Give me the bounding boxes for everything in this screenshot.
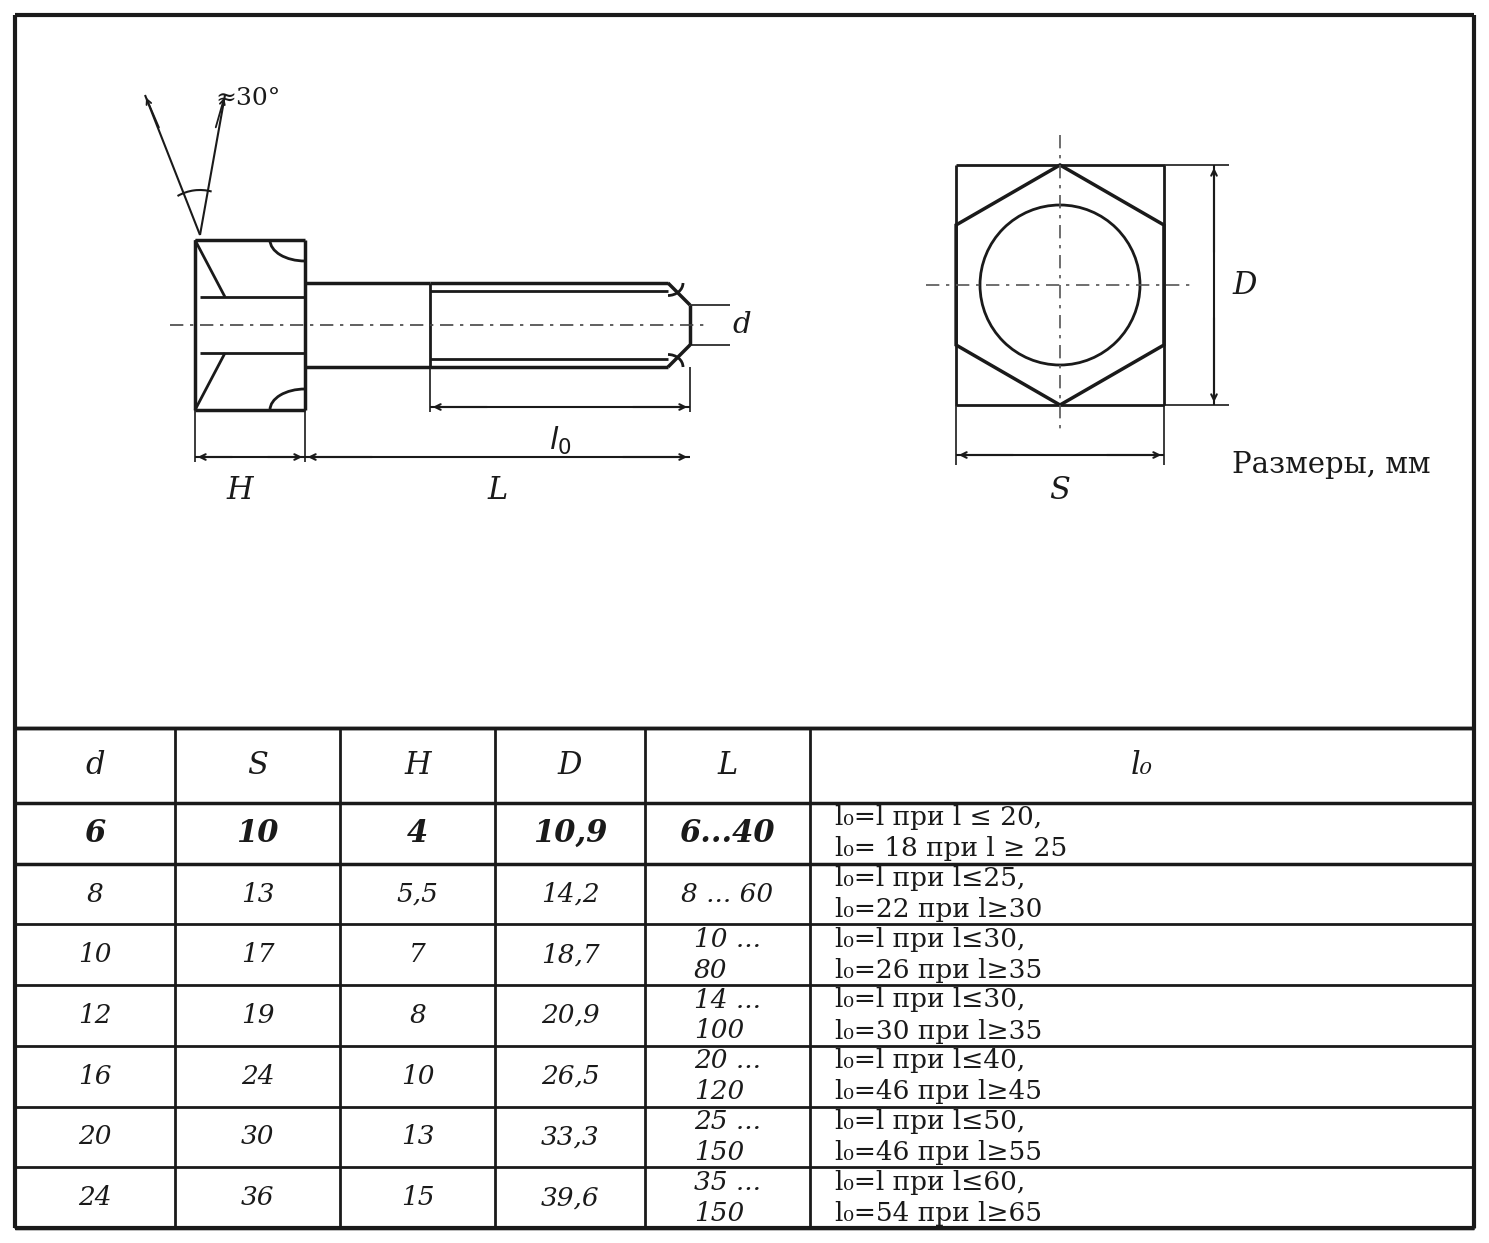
Text: 36: 36 xyxy=(241,1185,274,1211)
Text: l₀=l при l≤30,
l₀=30 при l≥35: l₀=l при l≤30, l₀=30 при l≥35 xyxy=(835,987,1042,1044)
Text: l₀=l при l≤60,
l₀=54 при l≥65: l₀=l при l≤60, l₀=54 при l≥65 xyxy=(835,1170,1042,1226)
Text: l₀=l при l≤40,
l₀=46 при l≥45: l₀=l при l≤40, l₀=46 при l≥45 xyxy=(835,1048,1042,1104)
Text: 5,5: 5,5 xyxy=(396,881,438,906)
Text: 6...40: 6...40 xyxy=(679,818,776,849)
Text: 30: 30 xyxy=(241,1125,274,1150)
Text: 8: 8 xyxy=(409,1003,426,1028)
Text: 35 ...
150: 35 ... 150 xyxy=(694,1170,761,1226)
Text: 25 ...
150: 25 ... 150 xyxy=(694,1109,761,1165)
Text: 8 ... 60: 8 ... 60 xyxy=(682,881,774,906)
Text: $l_0$: $l_0$ xyxy=(549,425,572,457)
Text: 33,3: 33,3 xyxy=(541,1125,599,1150)
Text: H: H xyxy=(404,750,430,781)
Text: 10: 10 xyxy=(401,1064,435,1089)
Text: 24: 24 xyxy=(241,1064,274,1089)
Text: D: D xyxy=(1231,270,1257,301)
Text: 14,2: 14,2 xyxy=(541,881,599,906)
Text: D: D xyxy=(558,750,582,781)
Text: 13: 13 xyxy=(401,1125,435,1150)
Text: 15: 15 xyxy=(401,1185,435,1211)
Text: 12: 12 xyxy=(79,1003,112,1028)
Text: l₀=l при l≤30,
l₀=26 при l≥35: l₀=l при l≤30, l₀=26 при l≥35 xyxy=(835,927,1042,983)
Text: 19: 19 xyxy=(241,1003,274,1028)
Text: l₀: l₀ xyxy=(1132,750,1152,781)
Text: 10,9: 10,9 xyxy=(533,818,608,849)
Text: S: S xyxy=(247,750,268,781)
Text: l₀=l при l≤50,
l₀=46 при l≥55: l₀=l при l≤50, l₀=46 при l≥55 xyxy=(835,1109,1042,1165)
Text: H: H xyxy=(226,475,253,506)
Text: d: d xyxy=(85,750,104,781)
Text: l₀=l при l≤25,
l₀=22 при l≥30: l₀=l при l≤25, l₀=22 при l≥30 xyxy=(835,866,1042,922)
Text: 20 ...
120: 20 ... 120 xyxy=(694,1048,761,1104)
Text: 13: 13 xyxy=(241,881,274,906)
Text: 24: 24 xyxy=(79,1185,112,1211)
Text: ≈30°: ≈30° xyxy=(214,87,280,109)
Text: 17: 17 xyxy=(241,942,274,967)
Text: 7: 7 xyxy=(409,942,426,967)
Text: 14 ...
100: 14 ... 100 xyxy=(694,987,761,1044)
Text: l₀=l при l ≤ 20,
l₀= 18 при l ≥ 25: l₀=l при l ≤ 20, l₀= 18 при l ≥ 25 xyxy=(835,805,1068,861)
Text: d: d xyxy=(733,311,750,339)
Text: 8: 8 xyxy=(86,881,103,906)
Text: L: L xyxy=(718,750,737,781)
Text: 10: 10 xyxy=(79,942,112,967)
Text: 18,7: 18,7 xyxy=(541,942,599,967)
Text: 20: 20 xyxy=(79,1125,112,1150)
Text: S: S xyxy=(1050,475,1071,506)
Text: 26,5: 26,5 xyxy=(541,1064,599,1089)
Text: 10: 10 xyxy=(237,818,278,849)
Text: L: L xyxy=(487,475,508,506)
Text: 39,6: 39,6 xyxy=(541,1185,599,1211)
Text: 4: 4 xyxy=(406,818,429,849)
Text: 10 ...
80: 10 ... 80 xyxy=(694,927,761,983)
Text: 16: 16 xyxy=(79,1064,112,1089)
Text: 20,9: 20,9 xyxy=(541,1003,599,1028)
Text: 6: 6 xyxy=(85,818,106,849)
Text: Размеры, мм: Размеры, мм xyxy=(1231,451,1429,479)
